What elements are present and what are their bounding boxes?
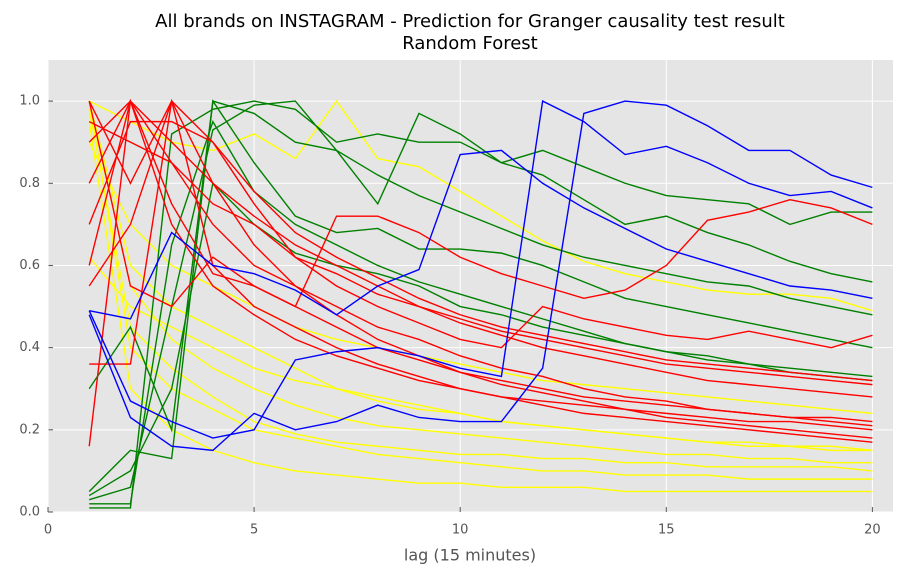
chart-subtitle: Random Forest	[402, 33, 537, 54]
y-tick-label: 1.0	[19, 94, 40, 109]
series-line	[88, 99, 873, 439]
series-line	[88, 120, 873, 349]
series-line	[88, 98, 873, 431]
chart-title: All brands on INSTAGRAM - Prediction for…	[155, 11, 785, 32]
series-line	[88, 99, 873, 308]
series-line	[89, 100, 873, 501]
series-line	[88, 99, 873, 433]
x-tick-label: 5	[250, 523, 258, 538]
series-line	[88, 99, 873, 312]
x-tick-label: 0	[44, 523, 52, 538]
x-tick-label: 10	[452, 523, 469, 538]
series-line	[89, 99, 873, 382]
series-line	[88, 100, 873, 439]
y-tick-label: 0.4	[19, 340, 40, 355]
series-line	[88, 121, 873, 386]
x-tick-label: 15	[658, 523, 675, 538]
series-line	[88, 100, 873, 492]
series-line	[88, 256, 873, 452]
series-line	[88, 141, 873, 415]
series-line	[88, 100, 873, 452]
y-tick-label: 0.8	[19, 176, 40, 191]
series-line	[88, 100, 873, 398]
y-tick-label: 0.2	[19, 422, 40, 437]
series-line	[88, 109, 873, 472]
series-line	[88, 181, 873, 497]
x-axis-label: lag (15 minutes)	[404, 546, 536, 565]
y-tick-label: 0.6	[19, 258, 40, 273]
y-tick-label: 0.0	[19, 505, 40, 520]
series-line	[88, 100, 873, 423]
series-line	[89, 149, 873, 320]
series-line	[88, 100, 873, 480]
x-tick-label: 20	[864, 523, 881, 538]
series-line	[88, 100, 873, 464]
series-line	[88, 121, 873, 493]
